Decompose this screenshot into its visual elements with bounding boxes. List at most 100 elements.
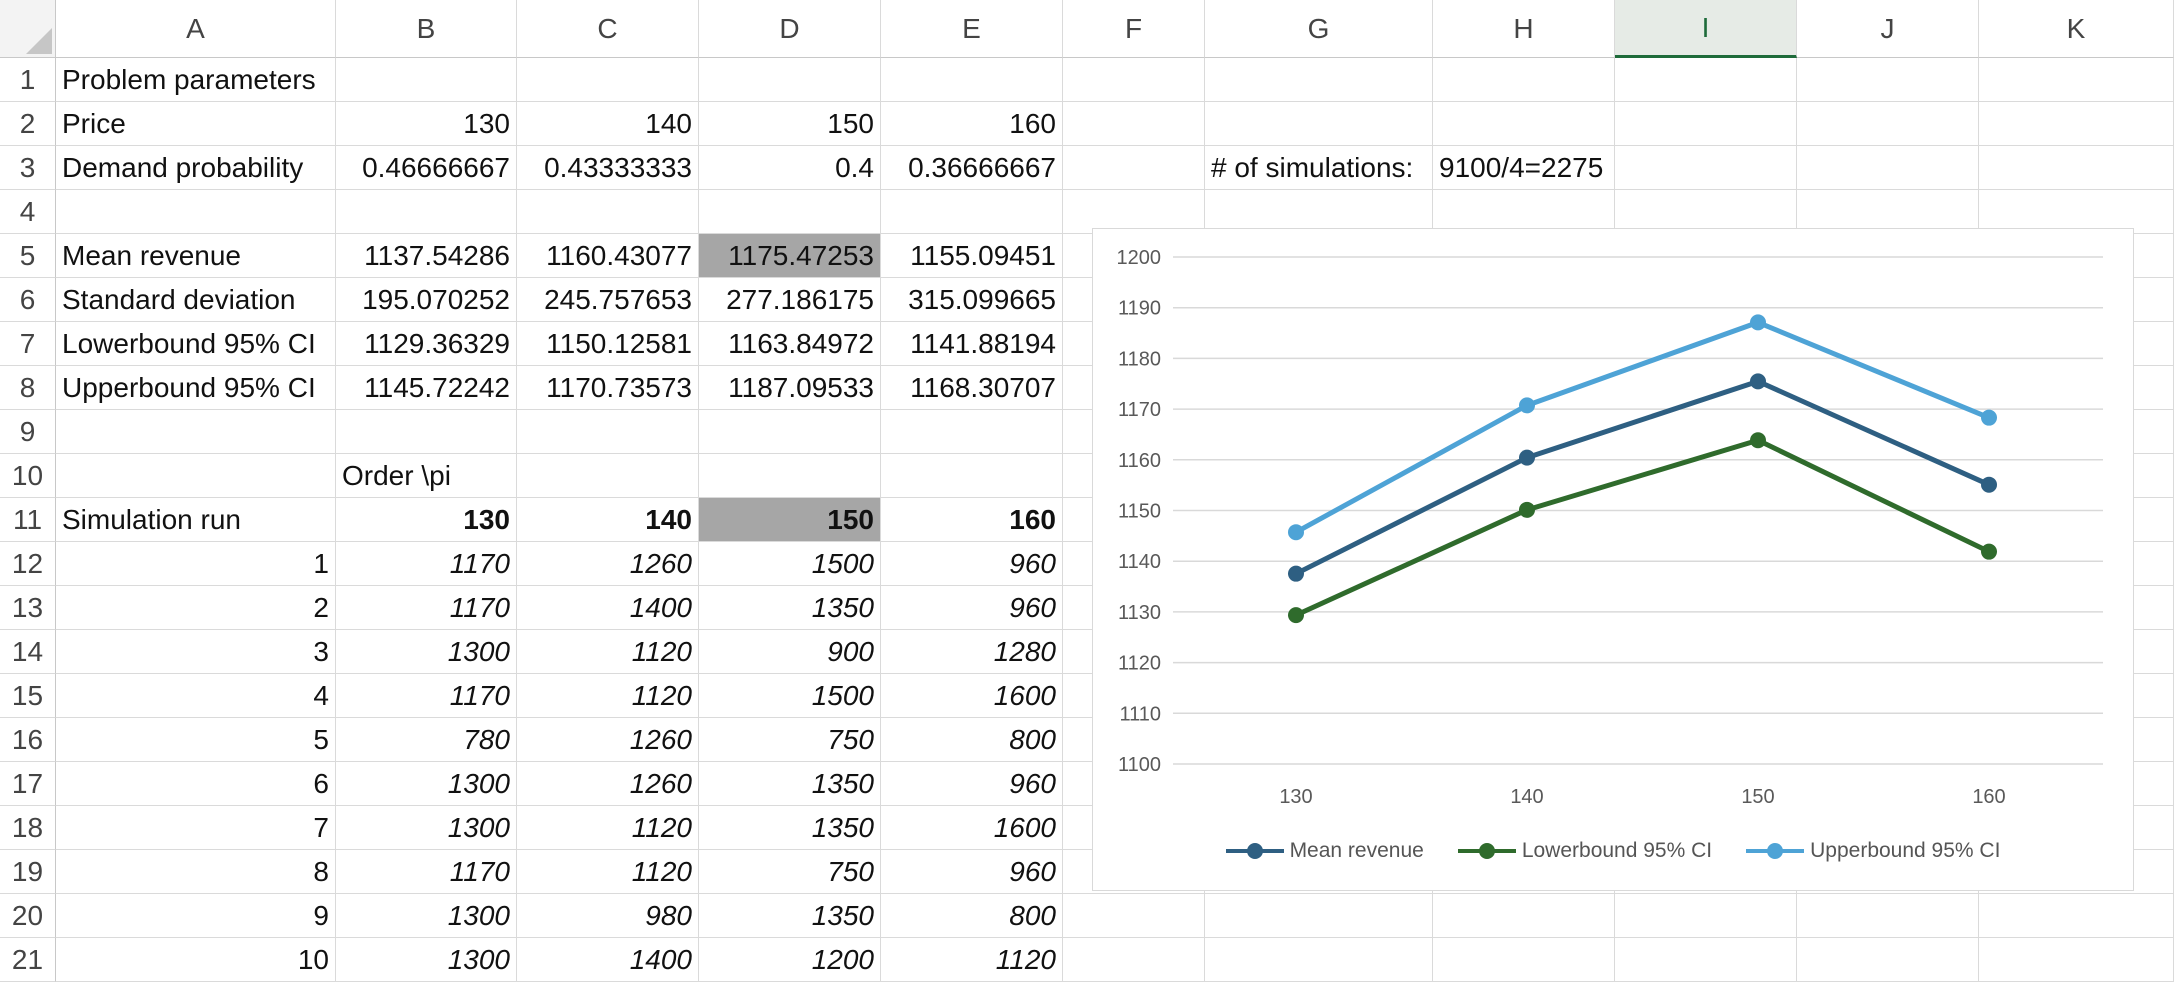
cell-b2[interactable]: 130 [336, 102, 517, 146]
row-header-6[interactable]: 6 [0, 278, 56, 322]
cell-d20[interactable]: 1350 [699, 894, 881, 938]
cell-a7[interactable]: Lowerbound 95% CI [56, 322, 336, 366]
cell-d3[interactable]: 0.4 [699, 146, 881, 190]
cell-a15[interactable]: 4 [56, 674, 336, 718]
cell-g20[interactable] [1205, 894, 1433, 938]
row-header-21[interactable]: 21 [0, 938, 56, 982]
cell-c7[interactable]: 1150.12581 [517, 322, 699, 366]
cell-b9[interactable] [336, 410, 517, 454]
cell-e19[interactable]: 960 [881, 850, 1063, 894]
cell-j20[interactable] [1797, 894, 1979, 938]
cell-c3[interactable]: 0.43333333 [517, 146, 699, 190]
cell-c9[interactable] [517, 410, 699, 454]
row-header-15[interactable]: 15 [0, 674, 56, 718]
cell-a5[interactable]: Mean revenue [56, 234, 336, 278]
column-header-c[interactable]: C [517, 0, 699, 58]
cell-k1[interactable] [1979, 58, 2174, 102]
cell-e6[interactable]: 315.099665 [881, 278, 1063, 322]
cell-d6[interactable]: 277.186175 [699, 278, 881, 322]
cell-e7[interactable]: 1141.88194 [881, 322, 1063, 366]
data-point[interactable] [1750, 373, 1766, 390]
cell-e18[interactable]: 1600 [881, 806, 1063, 850]
cell-d13[interactable]: 1350 [699, 586, 881, 630]
row-header-1[interactable]: 1 [0, 58, 56, 102]
cell-b20[interactable]: 1300 [336, 894, 517, 938]
cell-j3[interactable] [1797, 146, 1979, 190]
cell-d12[interactable]: 1500 [699, 542, 881, 586]
cell-a3[interactable]: Demand probability [56, 146, 336, 190]
row-header-19[interactable]: 19 [0, 850, 56, 894]
cell-b8[interactable]: 1145.72242 [336, 366, 517, 410]
column-header-a[interactable]: A [56, 0, 336, 58]
cell-d11[interactable]: 150 [699, 498, 881, 542]
cell-f1[interactable] [1063, 58, 1205, 102]
cell-d2[interactable]: 150 [699, 102, 881, 146]
column-header-b[interactable]: B [336, 0, 517, 58]
cell-j21[interactable] [1797, 938, 1979, 982]
row-header-7[interactable]: 7 [0, 322, 56, 366]
cell-g3[interactable]: # of simulations: [1205, 146, 1433, 190]
cell-a14[interactable]: 3 [56, 630, 336, 674]
cell-b4[interactable] [336, 190, 517, 234]
cell-e1[interactable] [881, 58, 1063, 102]
cell-b12[interactable]: 1170 [336, 542, 517, 586]
row-header-5[interactable]: 5 [0, 234, 56, 278]
data-point[interactable] [1288, 607, 1304, 624]
data-point[interactable] [1519, 449, 1535, 466]
data-point[interactable] [1750, 314, 1766, 331]
row-header-13[interactable]: 13 [0, 586, 56, 630]
cell-b3[interactable]: 0.46666667 [336, 146, 517, 190]
cell-a4[interactable] [56, 190, 336, 234]
cell-a8[interactable]: Upperbound 95% CI [56, 366, 336, 410]
series-line-2[interactable] [1294, 319, 1990, 535]
data-point[interactable] [1519, 397, 1535, 414]
cell-b15[interactable]: 1170 [336, 674, 517, 718]
cell-c4[interactable] [517, 190, 699, 234]
cell-c19[interactable]: 1120 [517, 850, 699, 894]
cell-c16[interactable]: 1260 [517, 718, 699, 762]
cell-k2[interactable] [1979, 102, 2174, 146]
column-header-i[interactable]: I [1615, 0, 1797, 58]
cell-a13[interactable]: 2 [56, 586, 336, 630]
cell-k21[interactable] [1979, 938, 2174, 982]
cell-e17[interactable]: 960 [881, 762, 1063, 806]
cell-b16[interactable]: 780 [336, 718, 517, 762]
cell-b10[interactable]: Order \pi [336, 454, 517, 498]
cell-i3[interactable] [1615, 146, 1797, 190]
cell-c10[interactable] [517, 454, 699, 498]
cell-b13[interactable]: 1170 [336, 586, 517, 630]
cell-e16[interactable]: 800 [881, 718, 1063, 762]
cell-b21[interactable]: 1300 [336, 938, 517, 982]
cell-a2[interactable]: Price [56, 102, 336, 146]
cell-k20[interactable] [1979, 894, 2174, 938]
select-all-corner[interactable] [0, 0, 56, 58]
row-header-2[interactable]: 2 [0, 102, 56, 146]
cell-d8[interactable]: 1187.09533 [699, 366, 881, 410]
cell-a20[interactable]: 9 [56, 894, 336, 938]
cell-b17[interactable]: 1300 [336, 762, 517, 806]
cell-g2[interactable] [1205, 102, 1433, 146]
cell-d21[interactable]: 1200 [699, 938, 881, 982]
cell-d10[interactable] [699, 454, 881, 498]
cell-d17[interactable]: 1350 [699, 762, 881, 806]
cell-a12[interactable]: 1 [56, 542, 336, 586]
cell-j2[interactable] [1797, 102, 1979, 146]
cell-b6[interactable]: 195.070252 [336, 278, 517, 322]
cell-b1[interactable] [336, 58, 517, 102]
cell-c14[interactable]: 1120 [517, 630, 699, 674]
row-header-4[interactable]: 4 [0, 190, 56, 234]
cell-e15[interactable]: 1600 [881, 674, 1063, 718]
row-header-16[interactable]: 16 [0, 718, 56, 762]
cell-c11[interactable]: 140 [517, 498, 699, 542]
cell-e5[interactable]: 1155.09451 [881, 234, 1063, 278]
row-header-11[interactable]: 11 [0, 498, 56, 542]
cell-c2[interactable]: 140 [517, 102, 699, 146]
row-header-3[interactable]: 3 [0, 146, 56, 190]
cell-d16[interactable]: 750 [699, 718, 881, 762]
cell-c1[interactable] [517, 58, 699, 102]
column-header-g[interactable]: G [1205, 0, 1433, 58]
cell-i1[interactable] [1615, 58, 1797, 102]
column-header-h[interactable]: H [1433, 0, 1615, 58]
cell-h1[interactable] [1433, 58, 1615, 102]
data-point[interactable] [1981, 409, 1997, 426]
